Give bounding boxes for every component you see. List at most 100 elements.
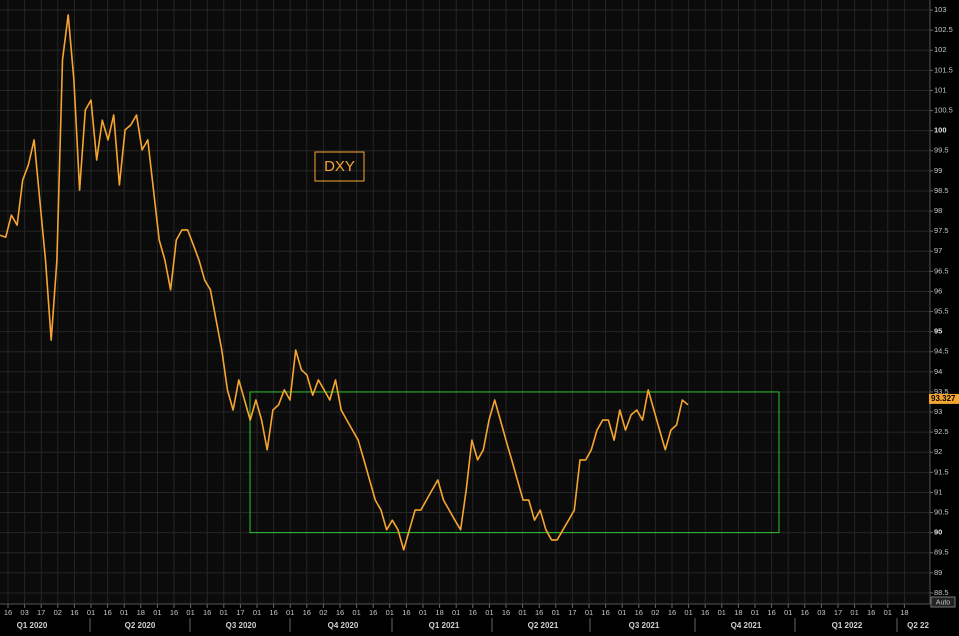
y-tick-label: 99 [934, 166, 942, 175]
y-tick-label: 95.5 [934, 307, 949, 316]
y-tick-label: 94.5 [934, 347, 949, 356]
chart-title: DXY [324, 158, 355, 175]
x-tick-label: 01 [618, 608, 626, 617]
x-tick-label: 01 [253, 608, 261, 617]
y-tick-label: 99.5 [934, 146, 949, 155]
auto-label[interactable]: Auto [936, 599, 951, 606]
x-tick-label: 03 [817, 608, 825, 617]
y-tick-label: 97.5 [934, 226, 949, 235]
quarter-label: Q3 2021 [629, 621, 660, 630]
x-tick-label: 02 [54, 608, 62, 617]
price-line [0, 14, 689, 551]
quarter-label: Q1 2020 [17, 621, 48, 630]
x-tick-label: 01 [419, 608, 427, 617]
x-tick-label: 01 [751, 608, 759, 617]
y-tick-label: 89.5 [934, 548, 949, 557]
quarter-label: Q1 2021 [429, 621, 460, 630]
y-tick-label: 101.5 [934, 65, 953, 74]
x-tick-label: 16 [635, 608, 643, 617]
x-tick-label: 01 [352, 608, 360, 617]
x-tick-label: 17 [834, 608, 842, 617]
y-tick-label: 93 [934, 407, 942, 416]
title-box [314, 151, 365, 182]
last-value-label: 93.327 [931, 394, 956, 403]
y-tick-label: 91 [934, 487, 942, 496]
last-value-tag [929, 393, 959, 404]
quarter-label: Q1 2022 [832, 621, 863, 630]
x-tick-label: 16 [369, 608, 377, 617]
x-tick-label: 17 [568, 608, 576, 617]
y-tick-label: 90.5 [934, 508, 949, 517]
x-tick-label: 16 [535, 608, 543, 617]
x-tick-label: 16 [867, 608, 875, 617]
x-tick-label: 01 [120, 608, 128, 617]
x-tick-label: 01 [452, 608, 460, 617]
x-tick-label: 16 [469, 608, 477, 617]
x-tick-label: 01 [485, 608, 493, 617]
y-tick-label: 93.5 [934, 387, 949, 396]
y-tick-label: 92.5 [934, 427, 949, 436]
x-tick-label: 18 [435, 608, 443, 617]
x-tick-label: 18 [137, 608, 145, 617]
y-tick-label: 100 [934, 126, 947, 135]
x-tick-label: 01 [87, 608, 95, 617]
x-tick-label: 01 [585, 608, 593, 617]
quarter-label: Q4 2020 [328, 621, 359, 630]
x-tick-label: 01 [718, 608, 726, 617]
y-tick-label: 97 [934, 246, 942, 255]
x-tick-label: 16 [801, 608, 809, 617]
x-axis-panel [0, 604, 959, 636]
quarter-label: Q2 2020 [125, 621, 156, 630]
x-tick-label: 16 [502, 608, 510, 617]
quarter-label: Q4 2021 [731, 621, 762, 630]
x-tick-label: 18 [734, 608, 742, 617]
x-tick-label: 16 [269, 608, 277, 617]
quarter-label: Q2 2021 [528, 621, 559, 630]
y-tick-label: 102 [934, 45, 947, 54]
x-tick-label: 16 [767, 608, 775, 617]
x-tick-label: 16 [70, 608, 78, 617]
y-tick-label: 90 [934, 528, 942, 537]
x-tick-label: 16 [203, 608, 211, 617]
x-tick-label: 01 [850, 608, 858, 617]
y-tick-label: 100.5 [934, 106, 953, 115]
x-tick-label: 01 [286, 608, 294, 617]
y-tick-label: 92 [934, 447, 942, 456]
y-tick-label: 98.5 [934, 186, 949, 195]
y-tick-label: 89 [934, 568, 942, 577]
x-tick-label: 02 [651, 608, 659, 617]
y-tick-label: 88.5 [934, 588, 949, 597]
y-axis-panel [930, 0, 959, 604]
x-tick-label: 01 [784, 608, 792, 617]
x-tick-label: 16 [303, 608, 311, 617]
x-tick-label: 01 [153, 608, 161, 617]
x-tick-label: 16 [336, 608, 344, 617]
x-tick-label: 01 [186, 608, 194, 617]
x-tick-label: 01 [884, 608, 892, 617]
y-tick-label: 101 [934, 85, 947, 94]
x-tick-label: 01 [684, 608, 692, 617]
x-tick-label: 01 [518, 608, 526, 617]
x-tick-label: 02 [319, 608, 327, 617]
y-tick-label: 96.5 [934, 266, 949, 275]
range-box [249, 391, 780, 534]
x-tick-label: 01 [220, 608, 228, 617]
x-tick-label: 03 [20, 608, 28, 617]
y-tick-label: 94 [934, 367, 942, 376]
y-tick-label: 96 [934, 286, 942, 295]
quarter-label: Q2 22 [907, 621, 929, 630]
quarter-label: Q3 2020 [226, 621, 257, 630]
x-tick-label: 17 [236, 608, 244, 617]
x-tick-label: 17 [37, 608, 45, 617]
y-tick-label: 95 [934, 327, 942, 336]
y-tick-label: 91.5 [934, 467, 949, 476]
y-tick-label: 102.5 [934, 25, 953, 34]
auto-button[interactable] [930, 596, 956, 608]
x-tick-label: 16 [701, 608, 709, 617]
x-tick-label: 16 [601, 608, 609, 617]
x-tick-label: 16 [402, 608, 410, 617]
x-tick-label: 18 [900, 608, 908, 617]
